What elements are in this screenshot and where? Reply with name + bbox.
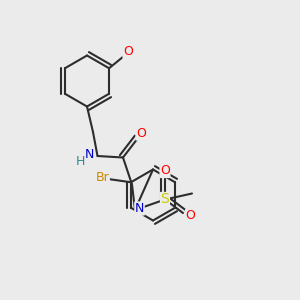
Text: H: H	[75, 155, 85, 169]
Text: O: O	[160, 164, 170, 178]
Text: O: O	[186, 209, 195, 223]
Text: Br: Br	[95, 171, 109, 184]
Text: O: O	[136, 127, 146, 140]
Text: O: O	[123, 45, 133, 58]
Text: S: S	[160, 193, 169, 206]
Text: N: N	[135, 202, 144, 215]
Text: N: N	[84, 148, 94, 161]
